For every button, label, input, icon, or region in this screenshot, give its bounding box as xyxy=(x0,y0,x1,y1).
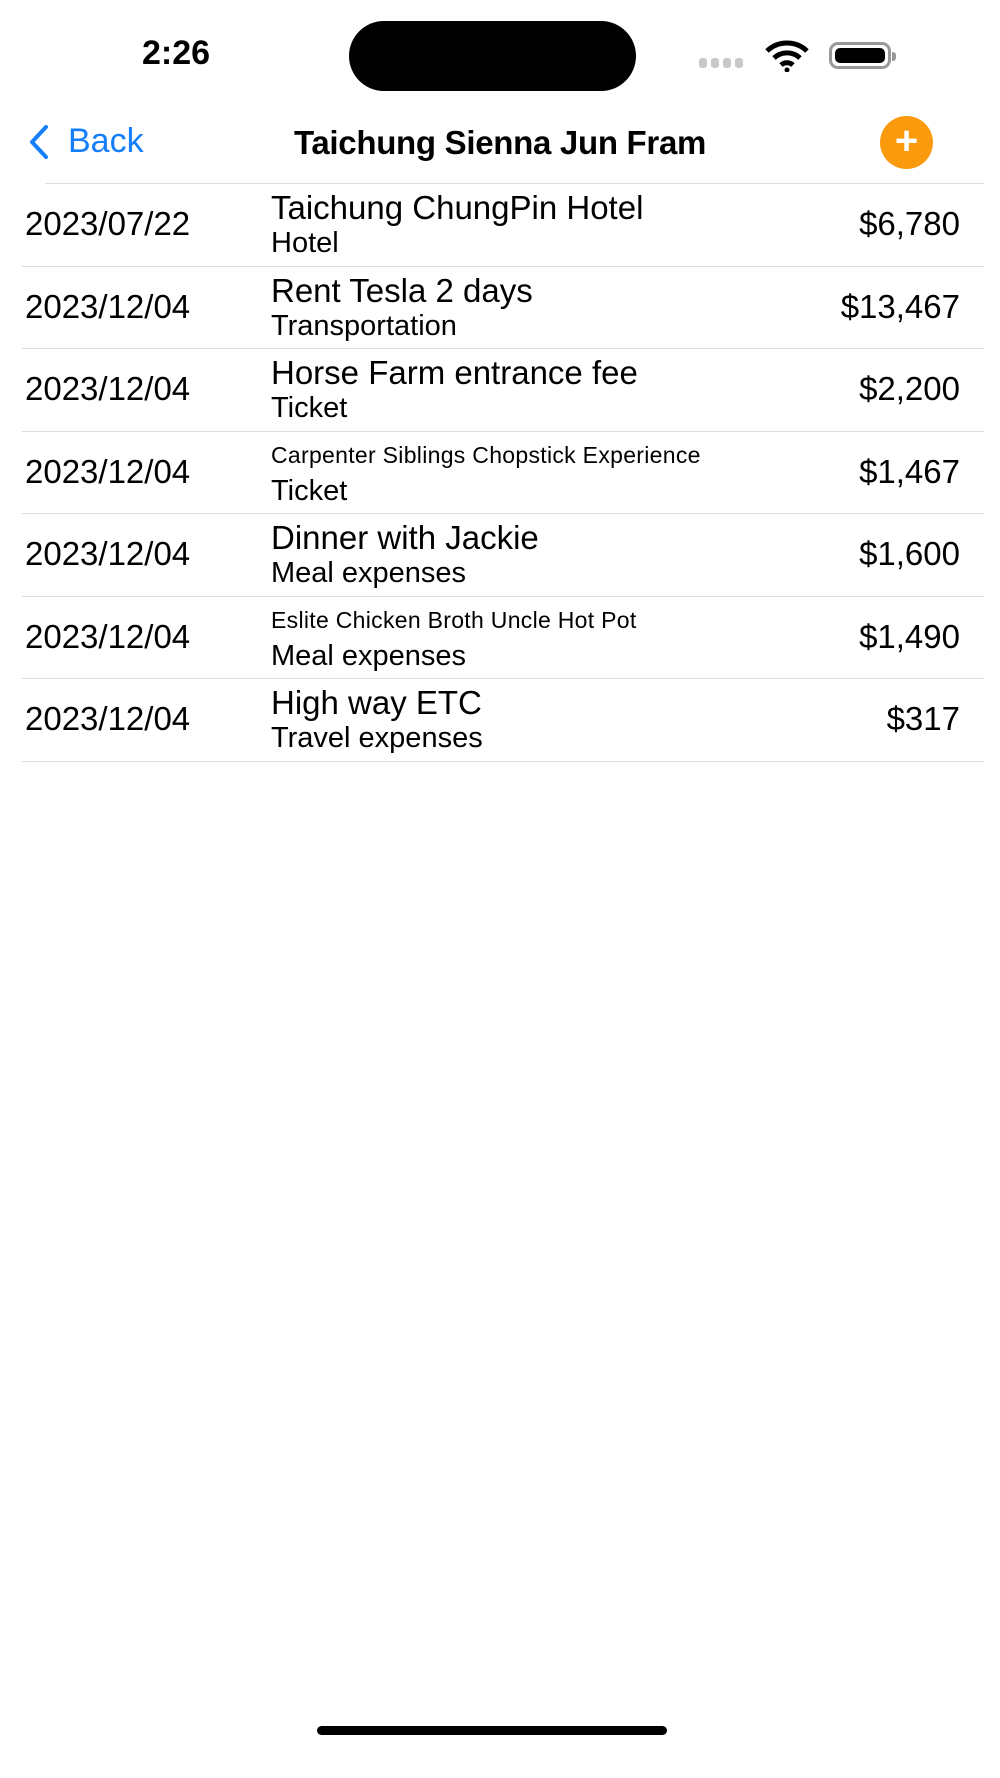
expense-date: 2023/12/04 xyxy=(25,700,191,737)
expense-row[interactable]: 2023/12/04 High way ETC Travel expenses … xyxy=(22,679,984,762)
expense-date: 2023/12/04 xyxy=(25,287,191,325)
expense-amount: $2,200 xyxy=(859,370,960,407)
expense-name: Horse Farm entrance fee xyxy=(271,354,638,391)
expense-category: Ticket xyxy=(271,392,348,424)
plus-icon: + xyxy=(894,119,919,163)
expense-amount: $6,780 xyxy=(859,205,960,242)
expense-category: Transportation xyxy=(271,309,457,342)
add-expense-button[interactable]: + xyxy=(880,116,933,169)
expense-name: Rent Tesla 2 days xyxy=(271,271,533,309)
expense-date: 2023/12/04 xyxy=(25,370,191,407)
expense-date: 2023/07/22 xyxy=(25,205,191,242)
expense-name: Taichung ChungPin Hotel xyxy=(271,189,644,226)
expense-row[interactable]: 2023/12/04 Dinner with Jackie Meal expen… xyxy=(22,514,984,597)
expense-list: 2023/07/22 Taichung ChungPin Hotel Hotel… xyxy=(22,184,984,762)
expense-category: Meal expenses xyxy=(271,639,467,672)
back-label: Back xyxy=(68,122,144,160)
expense-amount: $13,467 xyxy=(840,287,960,325)
expense-amount: $1,490 xyxy=(859,617,960,655)
status-time: 2:26 xyxy=(142,34,211,72)
expense-name: Dinner with Jackie xyxy=(271,519,539,556)
expense-row[interactable]: 2023/12/04 Rent Tesla 2 days Transportat… xyxy=(22,267,984,349)
expense-name: Eslite Chicken Broth Uncle Hot Pot xyxy=(271,606,637,633)
expense-date: 2023/12/04 xyxy=(25,452,191,490)
home-indicator[interactable] xyxy=(317,1726,667,1735)
nav-divider xyxy=(45,183,984,184)
expense-amount: $1,600 xyxy=(859,535,960,572)
expense-date: 2023/12/04 xyxy=(25,535,191,572)
dynamic-island xyxy=(349,21,636,91)
expense-category: Travel expenses xyxy=(271,722,483,754)
wifi-icon xyxy=(765,40,809,72)
chevron-left-icon xyxy=(30,124,48,159)
expense-category: Meal expenses xyxy=(271,557,467,589)
page-title: Taichung Sienna Jun Fram xyxy=(293,124,707,161)
battery-icon xyxy=(829,42,896,69)
cellular-signal-icon xyxy=(699,58,743,68)
expense-category: Ticket xyxy=(271,474,348,507)
back-button[interactable]: Back xyxy=(28,122,144,161)
expense-amount: $317 xyxy=(886,700,960,737)
expense-category: Hotel xyxy=(271,227,339,259)
expense-name: Carpenter Siblings Chopstick Experience xyxy=(271,441,701,468)
expense-row[interactable]: 2023/07/22 Taichung ChungPin Hotel Hotel… xyxy=(22,184,984,267)
expense-row[interactable]: 2023/12/04 Carpenter Siblings Chopstick … xyxy=(22,432,984,514)
expense-date: 2023/12/04 xyxy=(25,617,191,655)
expense-name: High way ETC xyxy=(271,684,482,721)
expense-amount: $1,467 xyxy=(859,452,960,490)
expense-row[interactable]: 2023/12/04 Eslite Chicken Broth Uncle Ho… xyxy=(22,597,984,679)
expense-row[interactable]: 2023/12/04 Horse Farm entrance fee Ticke… xyxy=(22,349,984,432)
